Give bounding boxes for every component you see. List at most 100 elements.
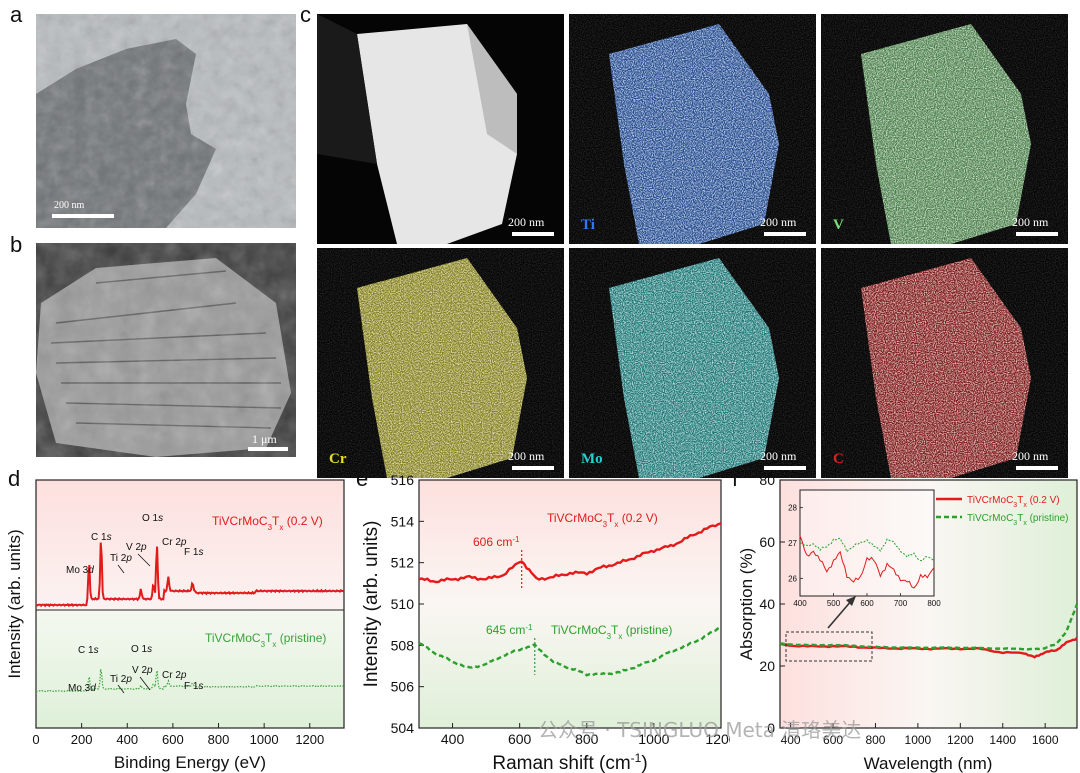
- inset-series-0-2v: [799, 535, 935, 589]
- element-label-mo: Mo: [581, 451, 603, 467]
- eds-tile-cr: 200 nm Cr: [317, 248, 564, 478]
- raman-x-axis-title: Raman shift (cm-1): [492, 751, 647, 773]
- panel-label-b: b: [10, 232, 23, 257]
- scale-bar-a: 200 nm: [54, 200, 85, 211]
- absorption-chart: 400 600 800 1000 1200 1400 1600 0 20 40 60 80 400 50…: [737, 472, 1079, 773]
- xps-peak-c1s-green: C 1s: [78, 645, 99, 656]
- xps-peak-mo3d-red: Mo 3d: [66, 565, 94, 576]
- element-label-v: V: [833, 217, 844, 233]
- xps-series-pristine: [35, 669, 345, 693]
- absorption-series-pristine: [779, 603, 1079, 651]
- y-tick-label: 504: [391, 720, 415, 736]
- raman-legend-green: TiVCrMoC3Tx (pristine): [551, 623, 672, 641]
- xps-peak-ti2p-green: Ti 2p: [110, 674, 132, 685]
- xps-peak-o1s-red: O 1s: [142, 513, 163, 524]
- xps-peak-cr2p-red: Cr 2p: [162, 537, 187, 548]
- x-tick-label: 1600: [1032, 733, 1059, 747]
- panel-label-c: c: [300, 2, 311, 27]
- eds-tile-c: 200 nm C: [821, 248, 1068, 478]
- y-tick-label: 508: [391, 637, 415, 653]
- x-tick-label: 800: [208, 732, 230, 747]
- raman-annotation-645: 645 cm-1: [486, 623, 533, 638]
- absorption-y-axis-title: Absorption (%): [737, 548, 756, 660]
- x-tick-label: 800: [865, 733, 885, 747]
- y-tick-label: 516: [391, 472, 415, 488]
- xps-peak-mo3d-green: Mo 3d: [68, 683, 96, 694]
- xps-y-axis-title: Intensity (arb. units): [5, 529, 24, 678]
- xps-x-axis-title: Binding Energy (eV): [114, 753, 266, 772]
- xps-peak-c1s-red: C 1s: [91, 532, 112, 543]
- x-tick-label: 1000: [250, 732, 279, 747]
- xps-peak-o1s-green: O 1s: [131, 644, 152, 655]
- scale-bar-b: 1 μm: [252, 432, 277, 446]
- x-tick-label: 1200: [705, 731, 730, 747]
- x-tick-label: 600: [823, 733, 843, 747]
- scale-bar-v: 200 nm: [1012, 215, 1049, 229]
- element-label-cr: Cr: [329, 451, 347, 467]
- inset-x-tick-label: 500: [827, 599, 841, 608]
- xps-peak-v2p-red: V 2p: [126, 542, 147, 553]
- xps-peak-f1s-green: F 1s: [184, 681, 203, 692]
- inset-y-tick-label: 26: [788, 574, 797, 583]
- x-tick-label: 400: [781, 733, 801, 747]
- y-tick-label: 0: [767, 720, 775, 736]
- y-tick-label: 512: [391, 555, 415, 571]
- scale-bar-haadf: 200 nm: [508, 215, 545, 229]
- element-label-ti: Ti: [581, 217, 595, 233]
- x-tick-label: 1200: [947, 733, 974, 747]
- panel-label-a: a: [10, 2, 23, 27]
- absorption-legend-green: TiVCrMoC3Tx (pristine): [967, 513, 1069, 527]
- x-tick-label: 1200: [295, 732, 324, 747]
- x-tick-label: 0: [32, 732, 39, 747]
- absorption-legend-red: TiVCrMoC3Tx (0.2 V): [967, 495, 1060, 509]
- x-tick-label: 400: [441, 731, 465, 747]
- y-tick-label: 80: [759, 472, 775, 488]
- inset-y-tick-label: 28: [788, 504, 797, 513]
- scale-bar-ti: 200 nm: [760, 215, 797, 229]
- raman-series-0-2v: [418, 522, 722, 584]
- scale-bar-cr: 200 nm: [508, 449, 545, 463]
- tem-image: 200 nm: [36, 14, 296, 228]
- xps-chart: 0 200 400 600 800 1000 1200 Binding Energy (eV…: [5, 479, 345, 772]
- xps-peak-v2p-green: V 2p: [132, 665, 153, 676]
- x-tick-label: 200: [71, 732, 93, 747]
- xps-series-0-2v: [35, 542, 345, 608]
- y-tick-label: 20: [759, 658, 775, 674]
- eds-tile-v: 200 nm V: [821, 14, 1068, 244]
- scale-bar-c: 200 nm: [1012, 449, 1049, 463]
- inset-frame: [799, 489, 935, 597]
- raman-chart: 400 600 800 1000 1200 504 506 508 510 512 514 516 6…: [361, 472, 730, 773]
- panel-label-d: d: [8, 466, 21, 491]
- element-label-c: C: [833, 451, 844, 467]
- x-tick-label: 600: [162, 732, 184, 747]
- inset-x-tick-label: 800: [927, 599, 941, 608]
- xps-peak-cr2p-green: Cr 2p: [162, 670, 187, 681]
- y-tick-label: 506: [391, 679, 415, 695]
- inset-y-tick-label: 27: [788, 539, 797, 548]
- eds-tile-ti: 200 nm Ti: [569, 14, 816, 244]
- sem-image: 1 μm: [36, 243, 296, 457]
- xps-legend-red: TiVCrMoC3Tx (0.2 V): [212, 514, 323, 532]
- panel-label-f: f: [732, 466, 739, 491]
- x-tick-label: 1400: [989, 733, 1016, 747]
- x-tick-label: 400: [116, 732, 138, 747]
- inset-x-tick-label: 700: [894, 599, 908, 608]
- absorption-x-axis-title: Wavelength (nm): [864, 754, 993, 773]
- y-tick-label: 510: [391, 596, 415, 612]
- zoom-region-box: [785, 631, 873, 662]
- raman-y-axis-title: Intensity (arb. units): [361, 521, 382, 688]
- x-tick-label: 800: [575, 731, 599, 747]
- inset-x-tick-label: 600: [860, 599, 874, 608]
- inset-x-tick-label: 400: [793, 599, 807, 608]
- raman-annotation-606: 606 cm-1: [473, 535, 520, 550]
- x-tick-label: 1000: [638, 731, 669, 747]
- x-tick-label: 1000: [905, 733, 932, 747]
- y-tick-label: 514: [391, 513, 415, 529]
- raman-series-pristine: [418, 625, 722, 677]
- y-tick-label: 60: [759, 534, 775, 550]
- inset-series-pristine: [799, 537, 935, 562]
- x-tick-label: 600: [508, 731, 532, 747]
- y-tick-label: 40: [759, 596, 775, 612]
- xps-legend-green: TiVCrMoC3Tx (pristine): [205, 631, 326, 649]
- eds-tile-mo: 200 nm Mo: [569, 248, 816, 478]
